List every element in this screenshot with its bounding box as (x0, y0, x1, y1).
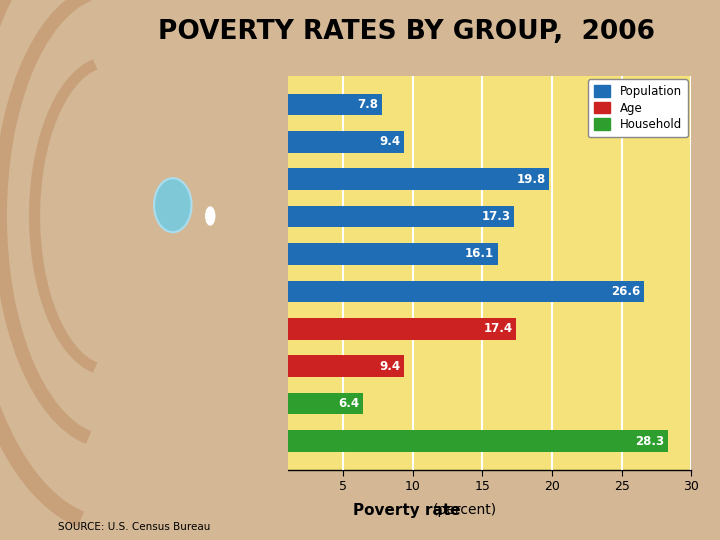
Bar (274, 430, 667, 452)
Text: 16.1: 16.1 (465, 247, 494, 260)
Text: SOURCE: U.S. Census Bureau: SOURCE: U.S. Census Bureau (58, 522, 210, 532)
Legend: Population, Age, Household: Population, Age, Household (588, 79, 688, 137)
Bar (274, 131, 405, 153)
Text: 19.8: 19.8 (516, 173, 546, 186)
Text: (percent): (percent) (432, 503, 497, 517)
Text: 6.4: 6.4 (338, 397, 359, 410)
Text: Poverty rate: Poverty rate (353, 503, 461, 518)
Text: POVERTY RATES BY GROUP,  2006: POVERTY RATES BY GROUP, 2006 (158, 19, 655, 45)
Text: 7.8: 7.8 (358, 98, 379, 111)
Bar (274, 93, 382, 115)
Circle shape (205, 206, 215, 226)
Bar (274, 355, 405, 377)
Ellipse shape (154, 178, 192, 232)
Text: 28.3: 28.3 (635, 435, 664, 448)
Text: 9.4: 9.4 (380, 136, 401, 148)
Text: 9.4: 9.4 (380, 360, 401, 373)
Text: 17.4: 17.4 (483, 322, 513, 335)
Bar (274, 168, 549, 190)
Bar (274, 281, 644, 302)
Text: 26.6: 26.6 (611, 285, 640, 298)
Bar (274, 206, 514, 227)
Bar (274, 318, 516, 340)
Text: 17.3: 17.3 (482, 210, 511, 223)
Bar (274, 393, 363, 415)
Bar (274, 243, 498, 265)
